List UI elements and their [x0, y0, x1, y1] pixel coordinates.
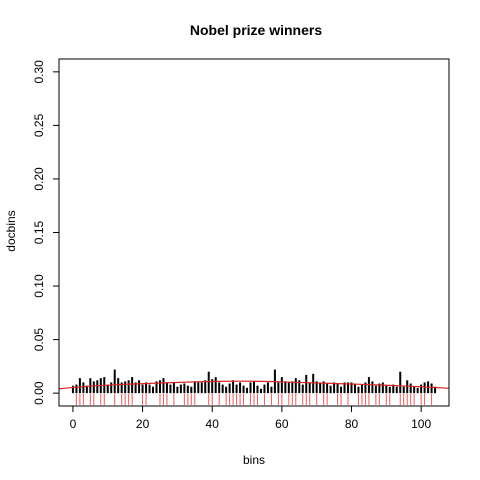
y-tick-label: 0.00	[32, 381, 46, 405]
x-tick-label: 40	[206, 417, 220, 431]
y-axis-label: docbins	[4, 210, 18, 251]
y-tick-label: 0.25	[32, 113, 46, 137]
x-tick-label: 20	[136, 417, 150, 431]
x-tick-label: 0	[70, 417, 77, 431]
chart-title: Nobel prize winners	[190, 22, 322, 38]
y-tick-label: 0.20	[32, 167, 46, 191]
density-curve	[58, 380, 450, 390]
y-tick-label: 0.05	[32, 328, 46, 352]
plot-area	[58, 369, 450, 405]
y-tick-label: 0.10	[32, 274, 46, 298]
y-tick-label: 0.15	[32, 220, 46, 244]
y-tick-label: 0.30	[32, 60, 46, 84]
x-tick-label: 80	[345, 417, 359, 431]
x-tick-label: 60	[275, 417, 289, 431]
x-tick-label: 100	[411, 417, 431, 431]
x-axis-label: bins	[243, 453, 265, 467]
